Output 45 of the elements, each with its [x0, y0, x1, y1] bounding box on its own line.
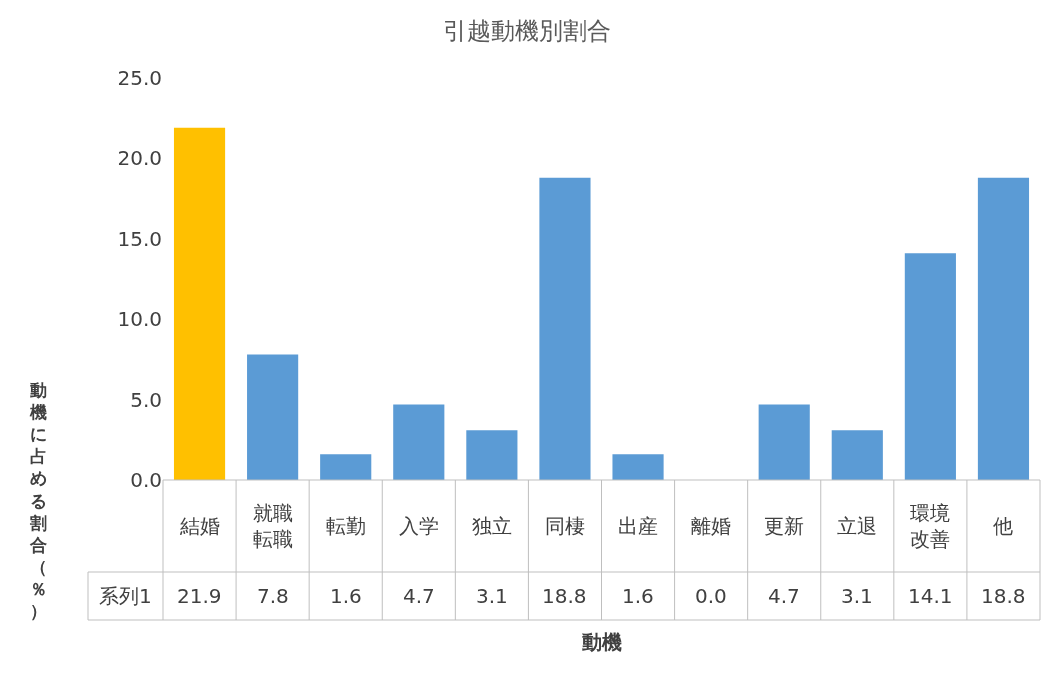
- text: 動機に占める割合（％）: [30, 380, 47, 621]
- bar: [393, 404, 445, 480]
- x-tick-label: 結婚: [179, 514, 220, 538]
- y-tick-label: 20.0: [117, 146, 162, 171]
- x-tick-label: 離婚: [691, 514, 731, 538]
- text: 系列1: [99, 584, 152, 608]
- x-tick-label: 環境改善: [910, 501, 950, 551]
- x-tick-label: 就職転職: [253, 501, 293, 551]
- bar: [320, 454, 372, 480]
- x-tick-label: 独立: [472, 514, 512, 538]
- bar: [539, 177, 591, 480]
- x-tick-label: 同棲: [545, 514, 585, 538]
- y-tick-label: 25.0: [117, 66, 162, 90]
- bar: [904, 253, 956, 480]
- y-tick-label: 0.0: [130, 468, 162, 492]
- data-label: 7.8: [257, 584, 289, 608]
- bar: [977, 177, 1030, 480]
- x-tick-label: 転勤: [326, 514, 366, 538]
- data-label: 18.8: [542, 584, 587, 608]
- data-label: 4.7: [403, 584, 435, 608]
- x-tick-label: 立退: [837, 514, 877, 538]
- data-label: 3.1: [476, 584, 508, 608]
- data-label: 3.1: [841, 584, 873, 608]
- data-label: 1.6: [622, 584, 654, 608]
- bar: [466, 430, 518, 480]
- bar: [758, 404, 810, 480]
- x-tick-label: 入学: [399, 514, 439, 538]
- data-label: 14.1: [908, 584, 953, 608]
- bar: [612, 454, 664, 480]
- data-label: 21.9: [177, 584, 222, 608]
- data-label: 1.6: [330, 584, 362, 608]
- y-tick-label: 5.0: [130, 387, 162, 412]
- bar: [247, 354, 299, 480]
- x-axis-title: 動機: [581, 630, 622, 654]
- data-label: 4.7: [768, 584, 800, 608]
- bar: [831, 430, 883, 480]
- bar: [173, 127, 226, 480]
- data-label: 18.8: [981, 584, 1026, 608]
- y-tick-label: 15.0: [117, 226, 162, 251]
- chart-title: 引越動機別割合: [442, 16, 611, 45]
- x-tick-label: 他: [993, 514, 1013, 538]
- x-tick-label: 更新: [764, 514, 804, 538]
- data-label: 0.0: [695, 584, 727, 608]
- x-tick-label: 出産: [618, 514, 658, 538]
- y-tick-label: 10.0: [117, 307, 162, 332]
